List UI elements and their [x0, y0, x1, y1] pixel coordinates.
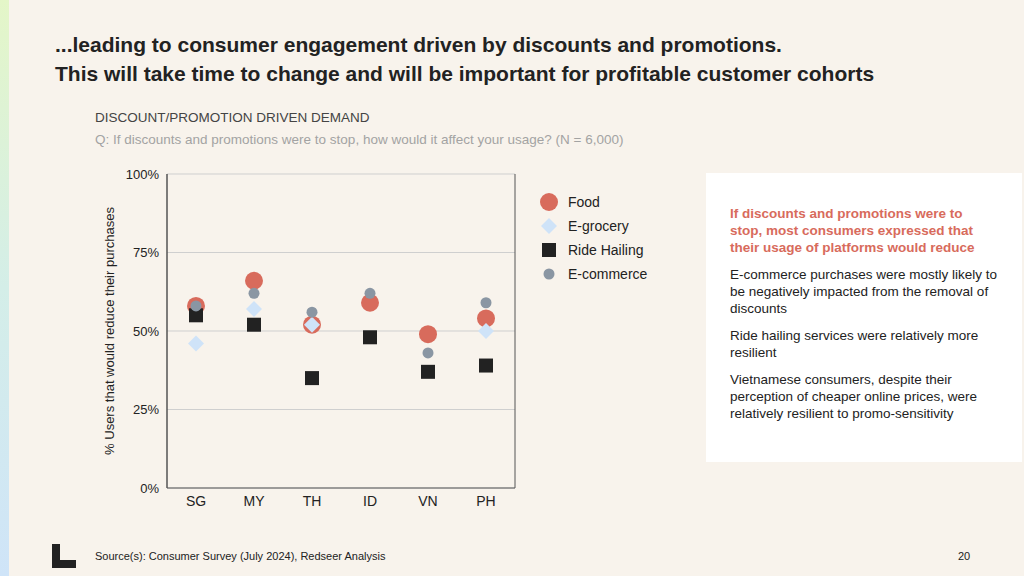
svg-text:PH: PH — [476, 493, 495, 509]
html-text:E-commerce: E-commerce — [568, 266, 648, 282]
html-text:E-grocery: E-grocery — [568, 218, 629, 234]
svg-text:75%: 75% — [133, 245, 159, 260]
svg-text:0%: 0% — [140, 481, 159, 496]
svg-text:SG: SG — [186, 493, 206, 509]
svg-text:ID: ID — [363, 493, 377, 509]
svg-text:% Users that would reduce thei: % Users that would reduce their purchase… — [102, 207, 117, 455]
html-text:E-commerce purchases were most: E-commerce purchases were mostly likely … — [730, 267, 998, 316]
svg-text:50%: 50% — [133, 324, 159, 339]
html-text:DISCOUNT/PROMOTION DRIVEN DEMA: DISCOUNT/PROMOTION DRIVEN DEMAND — [95, 110, 370, 125]
html-text:...leading to consumer engagem: ...leading to consumer engagement driven… — [55, 33, 875, 85]
html-text:Q: If discounts and promotions: Q: If discounts and promotions were to s… — [95, 132, 624, 147]
html-text:Ride Hailing: Ride Hailing — [568, 242, 644, 258]
svg-text:TH: TH — [303, 493, 322, 509]
svg-text:MY: MY — [244, 493, 266, 509]
svg-text:100%: 100% — [126, 167, 160, 182]
svg-text:25%: 25% — [133, 402, 159, 417]
html-text:Food: Food — [568, 194, 600, 210]
svg-text:VN: VN — [418, 493, 437, 509]
html-text:Source(s): Consumer Survey (Ju: Source(s): Consumer Survey (July 2024), … — [95, 550, 386, 562]
html-text:If discounts and promotions we: If discounts and promotions were to stop… — [730, 206, 975, 255]
html-text:Ride hailing services were rel: Ride hailing services were relatively mo… — [730, 328, 979, 360]
html-text:20: 20 — [958, 550, 971, 562]
html-text:Vietnamese consumers, despite: Vietnamese consumers, despite their perc… — [730, 372, 977, 421]
